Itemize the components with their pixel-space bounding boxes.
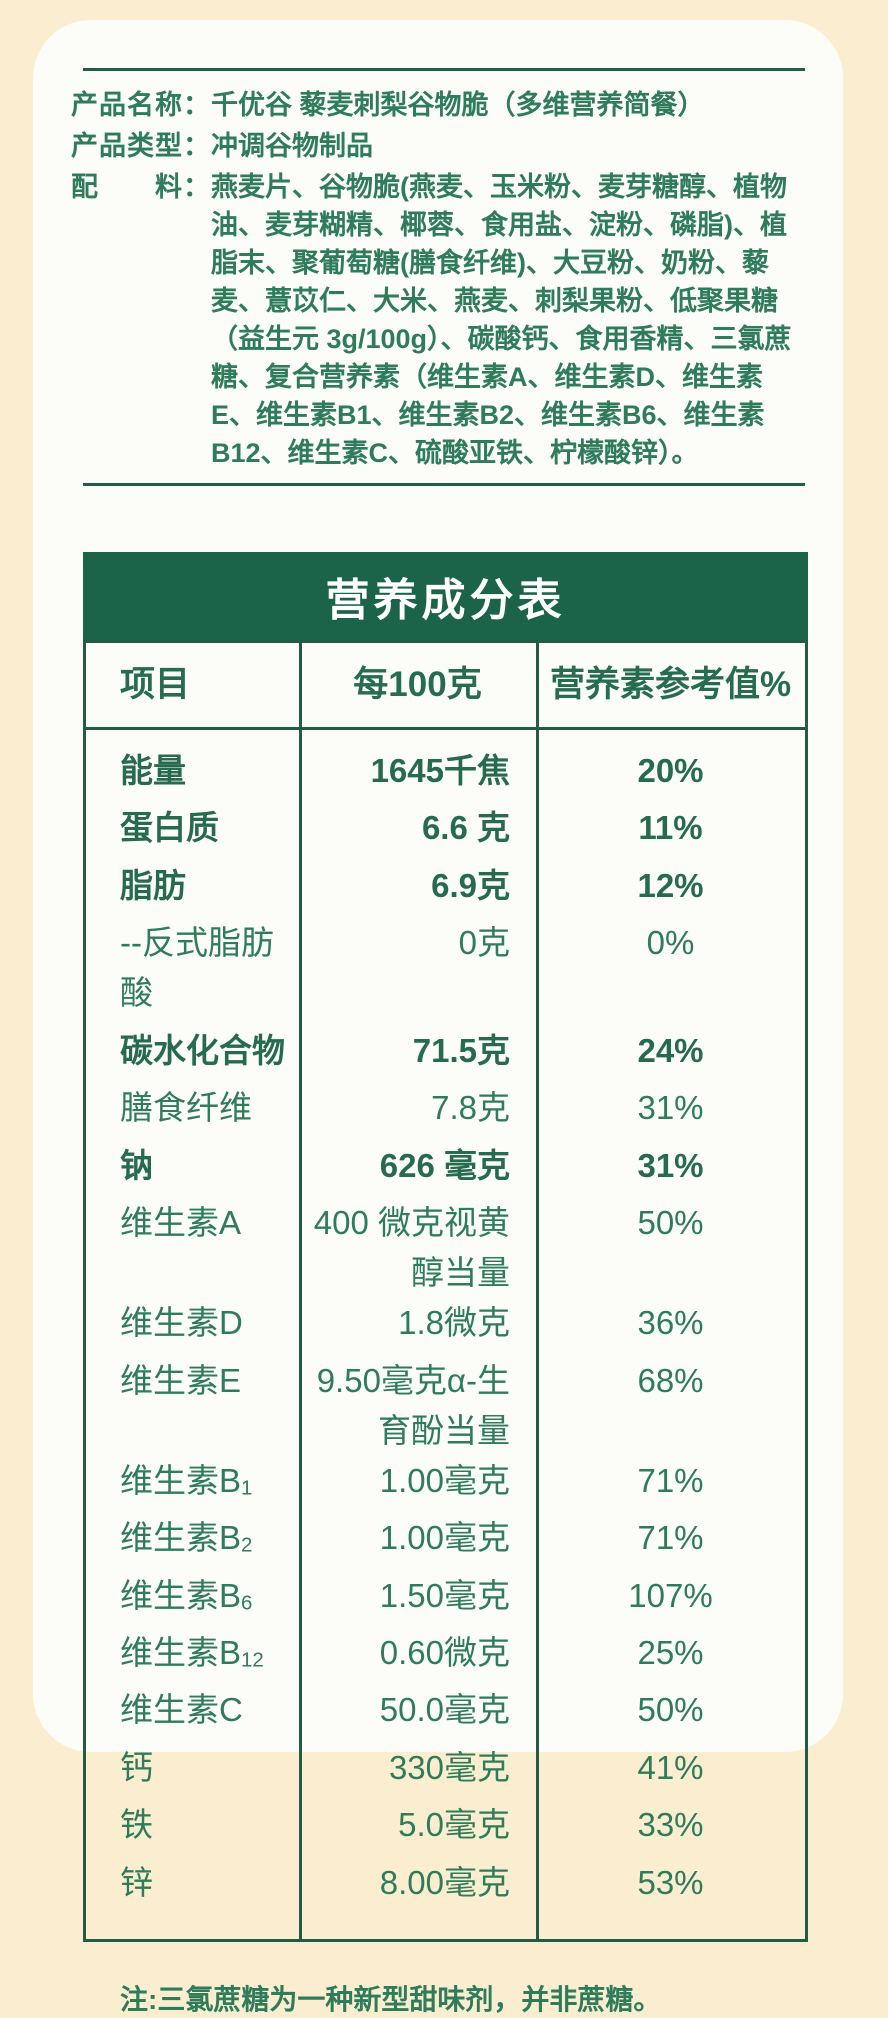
- nutrition-table-grid: 项目 每100克 营养素参考值% 能量 1645千焦 20% 蛋白质 6.6 克…: [83, 640, 808, 1943]
- nutrient-name-cell: 维生素B6: [120, 1576, 253, 1614]
- divider-top: [83, 68, 805, 71]
- product-name-value: 千优谷 藜麦刺梨谷物脆（多维营养简餐）: [211, 90, 705, 120]
- product-name-label: 产品名称：: [71, 90, 211, 120]
- per-100g-cell: 1.8微克: [398, 1304, 510, 1342]
- per-100g-cell: 6.6 克: [421, 809, 510, 847]
- per-100g-cell: 330毫克: [388, 1748, 510, 1786]
- header-per-100g: 每100克: [353, 665, 482, 704]
- nutrient-name-cell: 维生素E: [120, 1361, 242, 1399]
- column-divider-1: [299, 643, 302, 1940]
- nutrient-name-cell: 维生素B1: [120, 1461, 253, 1500]
- product-card: 产品名称： 千优谷 藜麦刺梨谷物脆（多维营养简餐） 产品类型： 冲调谷物制品 配…: [33, 20, 843, 2015]
- ingredients-row: 配 料： 燕麦片、谷物脆(燕麦、玉米粉、麦芽糖醇、植物油、麦芽糊精、椰蓉、食用盐…: [71, 168, 803, 472]
- nrv-cell: 71%: [637, 1461, 704, 1499]
- nutrient-name-cell: 维生素A: [120, 1204, 242, 1242]
- per-100g-cell: 1645千焦: [370, 752, 510, 789]
- table-row: 膳食纤维 7.8克 31%: [86, 1083, 805, 1140]
- nrv-cell: 31%: [637, 1146, 704, 1184]
- product-name-row: 产品名称： 千优谷 藜麦刺梨谷物脆（多维营养简餐）: [71, 86, 803, 124]
- table-row: 锌 8.00毫克 53%: [86, 1858, 805, 1915]
- nrv-cell: 71%: [637, 1519, 704, 1557]
- nutrition-table: 营养成分表 项目 每100克 营养素参考值% 能量 1645千焦 20% 蛋白质…: [83, 552, 808, 1943]
- per-100g-cell: 9.50毫克α-生育酚当量: [316, 1361, 510, 1449]
- nrv-cell: 41%: [637, 1748, 704, 1786]
- nutrient-name-cell: 锌: [120, 1863, 153, 1901]
- header-nrv-percent: 营养素参考值%: [549, 665, 792, 704]
- per-100g-cell: 5.0毫克: [398, 1806, 510, 1844]
- table-row: 维生素C 50.0毫克 50%: [86, 1685, 805, 1742]
- nutrient-name-cell: 维生素D: [120, 1304, 243, 1342]
- table-row: 维生素B1 1.00毫克 71%: [86, 1456, 805, 1513]
- product-type-label: 产品类型：: [71, 131, 211, 161]
- table-row: 维生素B2 1.00毫克 71%: [86, 1513, 805, 1570]
- table-row: 铁 5.0毫克 33%: [86, 1800, 805, 1857]
- product-type-value: 冲调谷物制品: [211, 131, 373, 161]
- nutrient-name-cell: 碳水化合物: [120, 1031, 285, 1069]
- table-row: 脂肪 6.9克 12%: [86, 861, 805, 918]
- per-100g-cell: 626 毫克: [379, 1146, 510, 1184]
- nutrient-name-cell: 能量: [120, 752, 186, 789]
- table-row: 钠 626 毫克 31%: [86, 1141, 805, 1198]
- table-row: 钙 330毫克 41%: [86, 1743, 805, 1800]
- table-row: 维生素B6 1.50毫克 107%: [86, 1571, 805, 1628]
- nrv-cell: 53%: [637, 1863, 704, 1901]
- nutrient-name-cell: 膳食纤维: [120, 1089, 252, 1127]
- footnote: 注:三氯蔗糖为一种新型甜味剂，并非蔗糖。: [120, 1984, 662, 2016]
- table-row: 碳水化合物 71.5克 24%: [86, 1026, 805, 1083]
- nrv-cell: 25%: [637, 1633, 704, 1671]
- product-info-section: 产品名称： 千优谷 藜麦刺梨谷物脆（多维营养简餐） 产品类型： 冲调谷物制品 配…: [33, 71, 843, 483]
- per-100g-cell: 0克: [458, 924, 510, 962]
- nutrient-name-cell: 钙: [120, 1748, 153, 1786]
- divider-bottom: [83, 483, 805, 486]
- nrv-cell: 11%: [638, 809, 703, 847]
- per-100g-cell: 1.50毫克: [379, 1576, 510, 1614]
- nrv-cell: 50%: [637, 1204, 704, 1242]
- ingredients-label: 配 料：: [71, 172, 211, 202]
- per-100g-cell: 71.5克: [412, 1031, 510, 1069]
- table-row: --反式脂肪酸 0克 0%: [86, 918, 805, 1025]
- nutrient-name-cell: --反式脂肪酸: [120, 924, 274, 1012]
- table-row: 蛋白质 6.6 克 11%: [86, 803, 805, 860]
- nutrition-table-body: 能量 1645千焦 20% 蛋白质 6.6 克 11% 脂肪 6.9克 12% …: [86, 730, 805, 1939]
- nutrient-name-cell: 维生素C: [120, 1691, 243, 1729]
- per-100g-cell: 1.00毫克: [379, 1519, 510, 1557]
- table-row: 维生素A 400 微克视黄醇当量 50%: [86, 1198, 805, 1298]
- nrv-cell: 12%: [637, 866, 704, 904]
- column-divider-2: [536, 643, 539, 1940]
- per-100g-cell: 6.9克: [431, 866, 510, 904]
- nrv-cell: 0%: [646, 924, 695, 962]
- nutrient-name-cell: 维生素B12: [120, 1633, 264, 1672]
- nutrient-name-cell: 钠: [120, 1146, 153, 1184]
- table-row: 维生素D 1.8微克 36%: [86, 1298, 805, 1355]
- per-100g-cell: 1.00毫克: [379, 1461, 510, 1499]
- nrv-cell: 36%: [637, 1304, 704, 1342]
- nutrient-name-cell: 维生素B2: [120, 1519, 253, 1557]
- nrv-cell: 31%: [637, 1089, 704, 1127]
- table-row: 维生素B12 0.60微克 25%: [86, 1628, 805, 1685]
- nutrient-name-cell: 脂肪: [120, 866, 186, 904]
- nrv-cell: 20%: [637, 752, 704, 789]
- nutrition-table-header: 项目 每100克 营养素参考值%: [86, 643, 805, 730]
- per-100g-cell: 0.60微克: [379, 1633, 510, 1671]
- nutrient-name-cell: 铁: [120, 1806, 153, 1844]
- nrv-cell: 107%: [628, 1576, 713, 1614]
- nrv-cell: 24%: [637, 1031, 704, 1069]
- per-100g-cell: 8.00毫克: [379, 1863, 510, 1901]
- nrv-cell: 50%: [637, 1691, 704, 1729]
- nutrition-table-title: 营养成分表: [83, 552, 808, 640]
- table-row: 维生素E 9.50毫克α-生育酚当量 68%: [86, 1356, 805, 1456]
- nutrient-name-cell: 蛋白质: [120, 809, 219, 847]
- nrv-cell: 68%: [637, 1361, 704, 1399]
- table-row: 能量 1645千焦 20%: [86, 746, 805, 803]
- ingredients-value: 燕麦片、谷物脆(燕麦、玉米粉、麦芽糖醇、植物油、麦芽糊精、椰蓉、食用盐、淀粉、磷…: [211, 172, 792, 468]
- per-100g-cell: 400 微克视黄醇当量: [313, 1204, 510, 1292]
- product-type-row: 产品类型： 冲调谷物制品: [71, 127, 803, 165]
- nrv-cell: 33%: [637, 1806, 704, 1844]
- header-item: 项目: [120, 665, 191, 704]
- per-100g-cell: 50.0毫克: [379, 1691, 510, 1729]
- per-100g-cell: 7.8克: [431, 1089, 510, 1127]
